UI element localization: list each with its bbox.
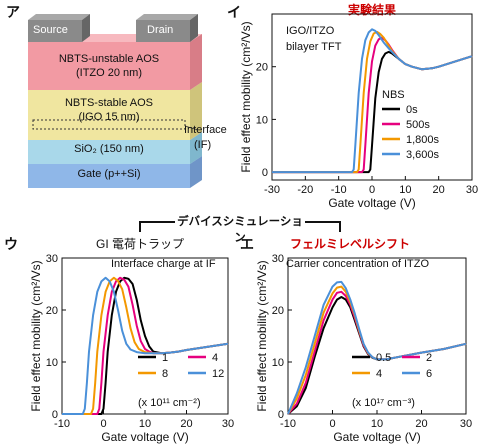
legend-label-3: 4 — [376, 368, 382, 380]
x-tick-label: 10 — [139, 418, 151, 430]
legend-label-2: 2 — [426, 352, 432, 364]
x-tick-label: -10 — [280, 418, 296, 430]
legend-label-3: 8 — [162, 368, 168, 380]
chart-c-xlabel: Gate voltage (V) — [101, 430, 188, 444]
x-tick-label: 30 — [466, 184, 478, 196]
chart-d-ylabel: Field effect mobility (cm²/Vs) — [255, 260, 269, 411]
x-tick-label: 20 — [433, 184, 445, 196]
legend-label-1: 1 — [162, 352, 168, 364]
legend-label-1: 0s — [406, 104, 418, 116]
chart-d-title: フェルミレベルシフト — [290, 237, 410, 251]
y-tick-label: 30 — [272, 253, 284, 265]
source-electrode — [28, 20, 82, 42]
stable-aos-label: NBTS-stable AOS — [64, 97, 154, 109]
legend-label-4: 3,600s — [406, 149, 440, 161]
x-tick-label: -20 — [297, 184, 313, 196]
chart-b-annotation-2: bilayer TFT — [286, 41, 342, 53]
legend-label-4: 6 — [426, 368, 432, 380]
unstable-aos-label: NBTS-unstable AOS — [58, 53, 160, 65]
legend-label-1: 0.5 — [376, 352, 391, 364]
x-tick-label: -10 — [54, 418, 70, 430]
legend-label-2: 4 — [212, 352, 218, 364]
unstable-aos-layer — [28, 42, 190, 90]
sio2-layer — [28, 140, 190, 164]
chart-b-xlabel: Gate voltage (V) — [328, 196, 415, 210]
y-tick-label: 0 — [278, 409, 284, 421]
sio2-label: SiO₂ (150 nm) — [74, 143, 144, 155]
chart-c-legend-unit: (x 10¹¹ cm⁻²) — [138, 397, 201, 409]
x-tick-label: 0 — [369, 184, 375, 196]
panel-label-a: ア — [6, 4, 20, 20]
legend-label-3: 1,800s — [406, 134, 440, 146]
series-line-4 — [62, 276, 229, 415]
chart-b-legend-title: NBS — [382, 89, 405, 101]
chart-c-annotation: Interface charge at IF — [111, 258, 216, 270]
x-tick-label: -30 — [264, 184, 280, 196]
interface-sublabel: (IF) — [194, 139, 212, 151]
chart-c-ylabel: Field effect mobility (cm²/Vs) — [29, 260, 43, 411]
x-tick-label: 20 — [415, 418, 427, 430]
series-line-4 — [272, 28, 473, 174]
y-tick-label: 30 — [46, 253, 58, 265]
x-tick-label: 0 — [100, 418, 106, 430]
x-tick-label: 10 — [399, 184, 411, 196]
source-label: Source — [33, 24, 68, 36]
x-tick-label: 10 — [371, 418, 383, 430]
legend-label-4: 12 — [212, 368, 224, 380]
panel-label-c: ウ — [4, 236, 18, 252]
legend-label-2: 500s — [406, 119, 430, 131]
stable-aos-sublabel: (IGO 15 nm) — [78, 111, 140, 123]
drain-electrode — [136, 20, 190, 42]
chart-b-ylabel: Field effect mobility (cm²/Vs) — [239, 21, 253, 172]
drain-label: Drain — [147, 24, 174, 36]
x-tick-label: -10 — [331, 184, 347, 196]
y-tick-label: 0 — [262, 167, 268, 179]
chart-c-title: GI 電荷トラップ — [96, 237, 184, 251]
series-line-4 — [287, 280, 467, 415]
gate-label: Gate (p++Si) — [77, 168, 141, 180]
y-tick-label: 10 — [272, 357, 284, 369]
x-tick-label: 20 — [180, 418, 192, 430]
y-tick-label: 20 — [46, 305, 58, 317]
panel-label-d: エ — [240, 236, 254, 252]
y-tick-label: 20 — [272, 305, 284, 317]
device-stack — [28, 14, 202, 188]
chart-b-title: 実験結果 — [348, 2, 396, 17]
gate-layer — [28, 164, 190, 188]
y-tick-label: 20 — [256, 62, 268, 74]
x-tick-label: 0 — [329, 418, 335, 430]
panel-label-b: イ — [227, 4, 241, 20]
unstable-aos-sublabel: (ITZO 20 nm) — [75, 67, 142, 79]
stable-aos-layer — [28, 90, 190, 140]
chart-b-annotation: IGO/ITZO — [286, 25, 335, 37]
y-tick-label: 0 — [52, 409, 58, 421]
section-title: デバイスシミュレーション — [177, 216, 303, 244]
chart-d-annotation: Carrier concentration of ITZO — [286, 258, 429, 270]
x-tick-label: 30 — [460, 418, 472, 430]
chart-b: 実験結果 -30 -20 -10 0 10 20 30 0 10 20 Gate voltage (V… — [239, 2, 478, 210]
interface-box — [32, 119, 186, 130]
y-tick-label: 10 — [256, 114, 268, 126]
y-tick-label: 10 — [46, 357, 58, 369]
chart-d-legend-unit: (x 10¹⁷ cm⁻³) — [352, 397, 415, 409]
chart-d-xlabel: Gate voltage (V) — [333, 430, 420, 444]
interface-label: Interface — [184, 124, 227, 136]
x-tick-label: 30 — [222, 418, 234, 430]
